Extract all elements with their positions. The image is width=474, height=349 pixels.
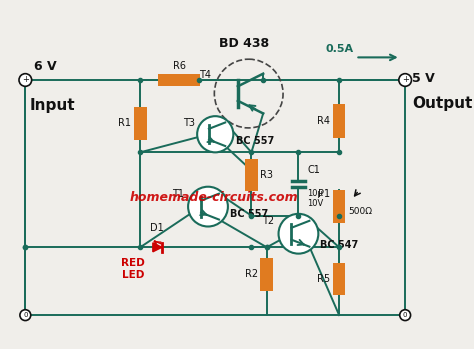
Text: R1: R1 [118, 118, 131, 128]
Bar [333, 104, 346, 138]
Text: BC 557: BC 557 [230, 209, 268, 219]
Text: R5: R5 [317, 274, 330, 284]
Text: 500Ω: 500Ω [348, 207, 372, 216]
Text: 6 V: 6 V [35, 60, 57, 73]
Text: 0.5A: 0.5A [326, 44, 354, 54]
Text: R2: R2 [245, 269, 258, 280]
Text: 10μ
10V: 10μ 10V [308, 188, 324, 208]
Circle shape [20, 310, 31, 320]
Text: +: + [402, 75, 409, 84]
Bar [245, 159, 258, 191]
Text: Output: Output [412, 96, 473, 111]
Text: 0: 0 [403, 312, 408, 318]
Text: R6: R6 [173, 61, 185, 71]
Circle shape [399, 74, 411, 86]
Polygon shape [153, 243, 162, 252]
Bar [260, 258, 273, 291]
Text: homemade-circuits.com: homemade-circuits.com [130, 191, 299, 204]
Text: 5 V: 5 V [412, 72, 435, 85]
Text: +: + [22, 75, 29, 84]
Text: T4: T4 [199, 70, 211, 81]
Text: R3: R3 [260, 170, 273, 180]
Text: R4: R4 [317, 116, 330, 126]
Text: Input: Input [30, 98, 75, 113]
Bar [333, 263, 346, 295]
Text: T2: T2 [262, 216, 274, 226]
Text: BC 547: BC 547 [320, 239, 358, 250]
Text: RED
LED: RED LED [121, 258, 145, 280]
Bar [134, 107, 146, 140]
Text: T3: T3 [183, 118, 195, 128]
Circle shape [279, 214, 319, 254]
Circle shape [197, 116, 233, 153]
Bar [158, 74, 201, 86]
Circle shape [19, 74, 32, 86]
Text: P1: P1 [318, 189, 330, 199]
Text: C1: C1 [308, 165, 320, 175]
Bar [333, 190, 346, 223]
Text: T1: T1 [172, 189, 183, 199]
Text: BC 557: BC 557 [236, 136, 274, 147]
Circle shape [400, 310, 410, 320]
Text: BD 438: BD 438 [219, 37, 269, 50]
Text: D1: D1 [150, 223, 164, 233]
Circle shape [188, 187, 228, 227]
Text: 0: 0 [23, 312, 27, 318]
